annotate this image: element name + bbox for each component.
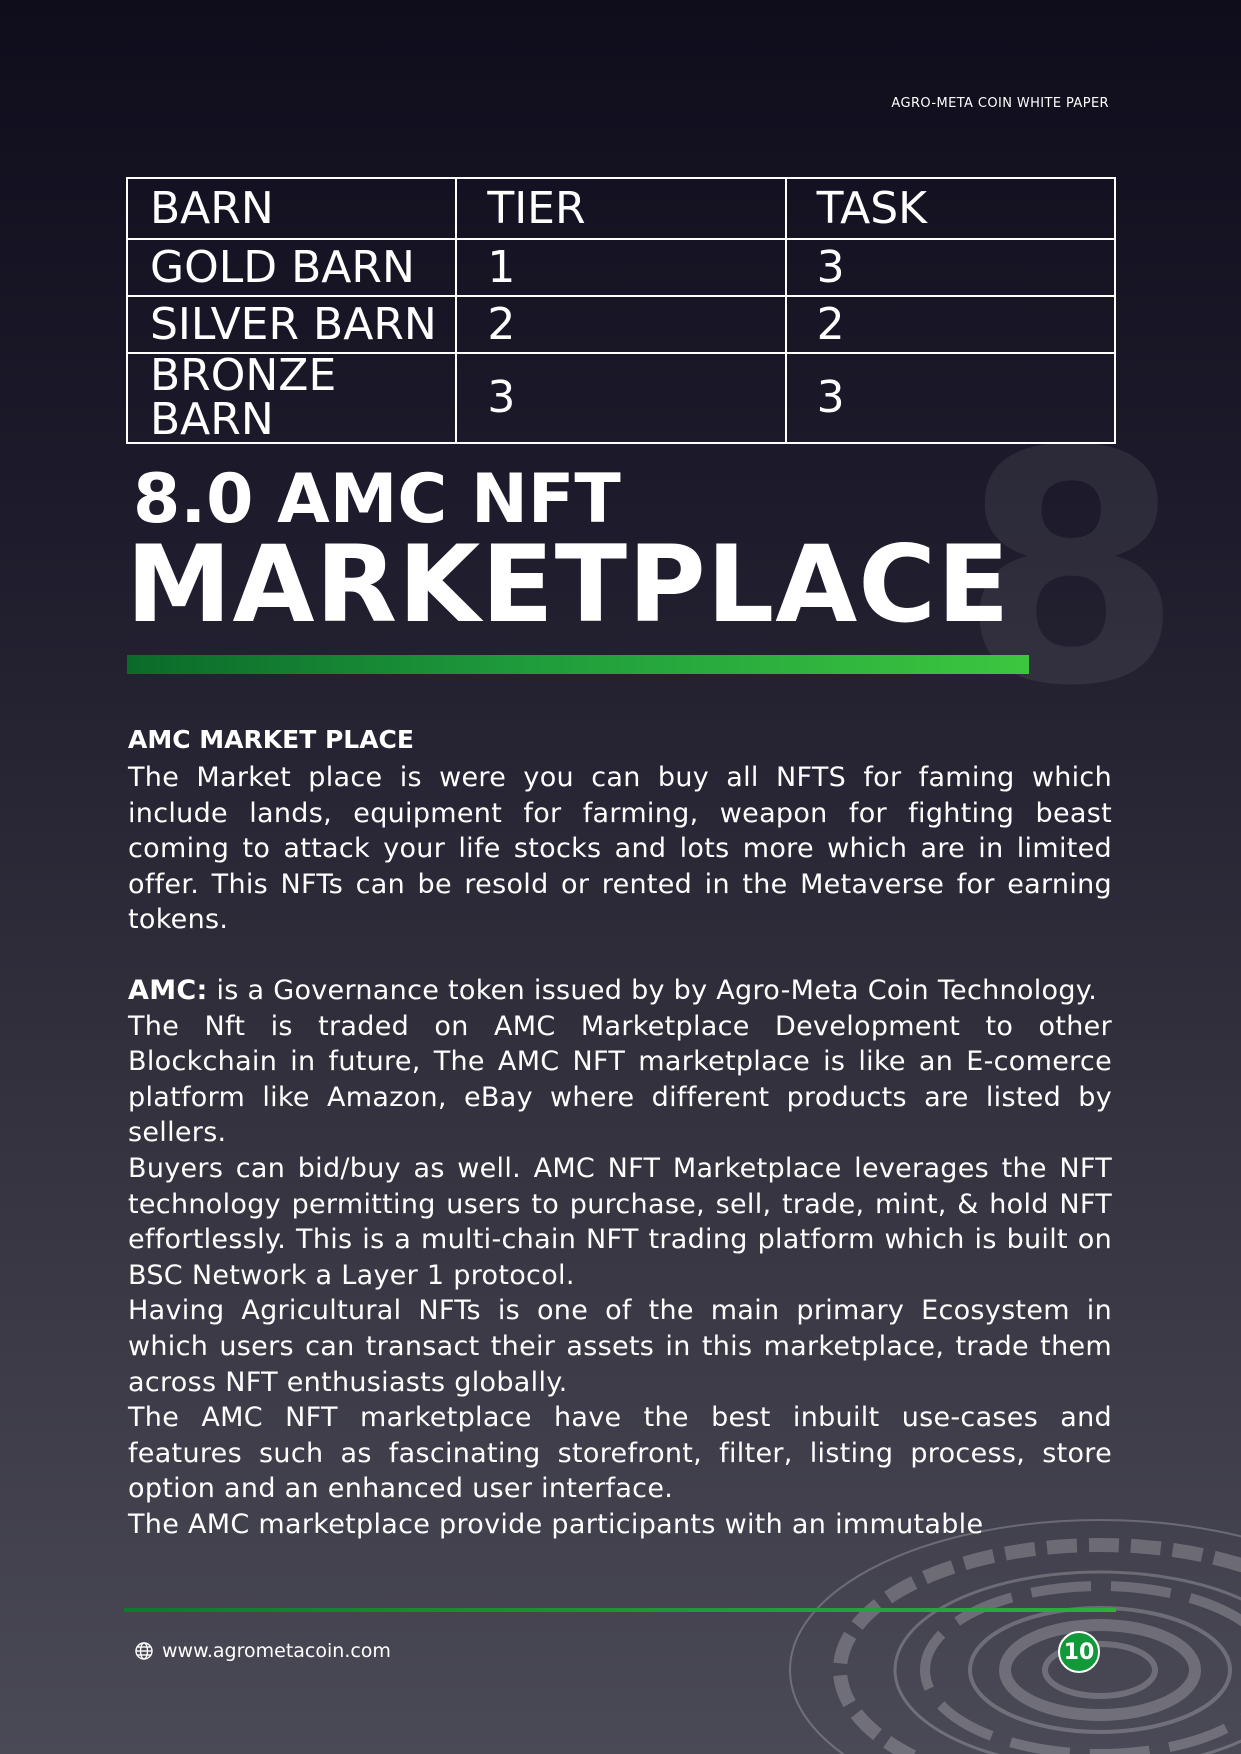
table-header-cell: TASK — [784, 177, 1117, 240]
table-cell: SILVER BARN — [125, 295, 458, 354]
table-header-cell: BARN — [125, 177, 458, 240]
page-number-badge: 10 — [1058, 1631, 1100, 1673]
paragraph: The Market place is were you can buy all… — [128, 762, 1112, 936]
section-title-number: 8.0 AMC NFT — [133, 460, 621, 539]
globe-icon — [135, 1642, 153, 1660]
table-row: BRONZE BARN 3 3 — [125, 352, 1117, 444]
website-link[interactable]: www.agrometacoin.com — [162, 1640, 391, 1662]
circuit-circle-decoration — [789, 1519, 1241, 1754]
amc-definition: is a Governance token issued by by Agro-… — [207, 974, 1098, 1006]
paragraph: The AMC marketplace provide participants… — [128, 1508, 984, 1540]
paragraph: AMC: is a Governance token issued by by … — [128, 973, 1112, 1009]
paragraph: Having Agricultural NFTs is one of the m… — [128, 1295, 1112, 1398]
paragraph: Buyers can bid/buy as well. AMC NFT Mark… — [128, 1152, 1112, 1291]
table-header-cell: TIER — [455, 177, 787, 240]
table-header-row: BARN TIER TASK — [125, 177, 1117, 240]
table-cell: 3 — [455, 352, 787, 444]
document-header-title: AGRO-META COIN WHITE PAPER — [891, 96, 1109, 111]
table-cell: GOLD BARN — [125, 238, 458, 297]
footer-website[interactable]: www.agrometacoin.com — [134, 1640, 391, 1662]
table-cell: 1 — [455, 238, 787, 297]
table-cell: 2 — [455, 295, 787, 354]
barn-tier-table: BARN TIER TASK GOLD BARN 1 3 SILVER BARN… — [125, 177, 1117, 444]
title-underline-bar — [127, 655, 1029, 674]
table-cell: 3 — [784, 238, 1117, 297]
paragraph: The AMC NFT marketplace have the best in… — [128, 1402, 1112, 1505]
table-cell: 3 — [784, 352, 1117, 444]
table-row: SILVER BARN 2 2 — [125, 295, 1117, 354]
amc-term-label: AMC: — [128, 974, 208, 1006]
paragraph: The Nft is traded on AMC Marketplace Dev… — [128, 1010, 1112, 1149]
table-cell: BRONZE BARN — [125, 352, 458, 444]
body-content: AMC MARKET PLACE The Market place is wer… — [128, 724, 1112, 1542]
section-watermark-number: 8 — [960, 384, 1183, 756]
footer-divider — [124, 1608, 1116, 1612]
table-row: GOLD BARN 1 3 — [125, 238, 1117, 297]
body-heading: AMC MARKET PLACE — [128, 725, 414, 754]
section-title: MARKETPLACE — [126, 523, 1011, 646]
table-cell: 2 — [784, 295, 1117, 354]
